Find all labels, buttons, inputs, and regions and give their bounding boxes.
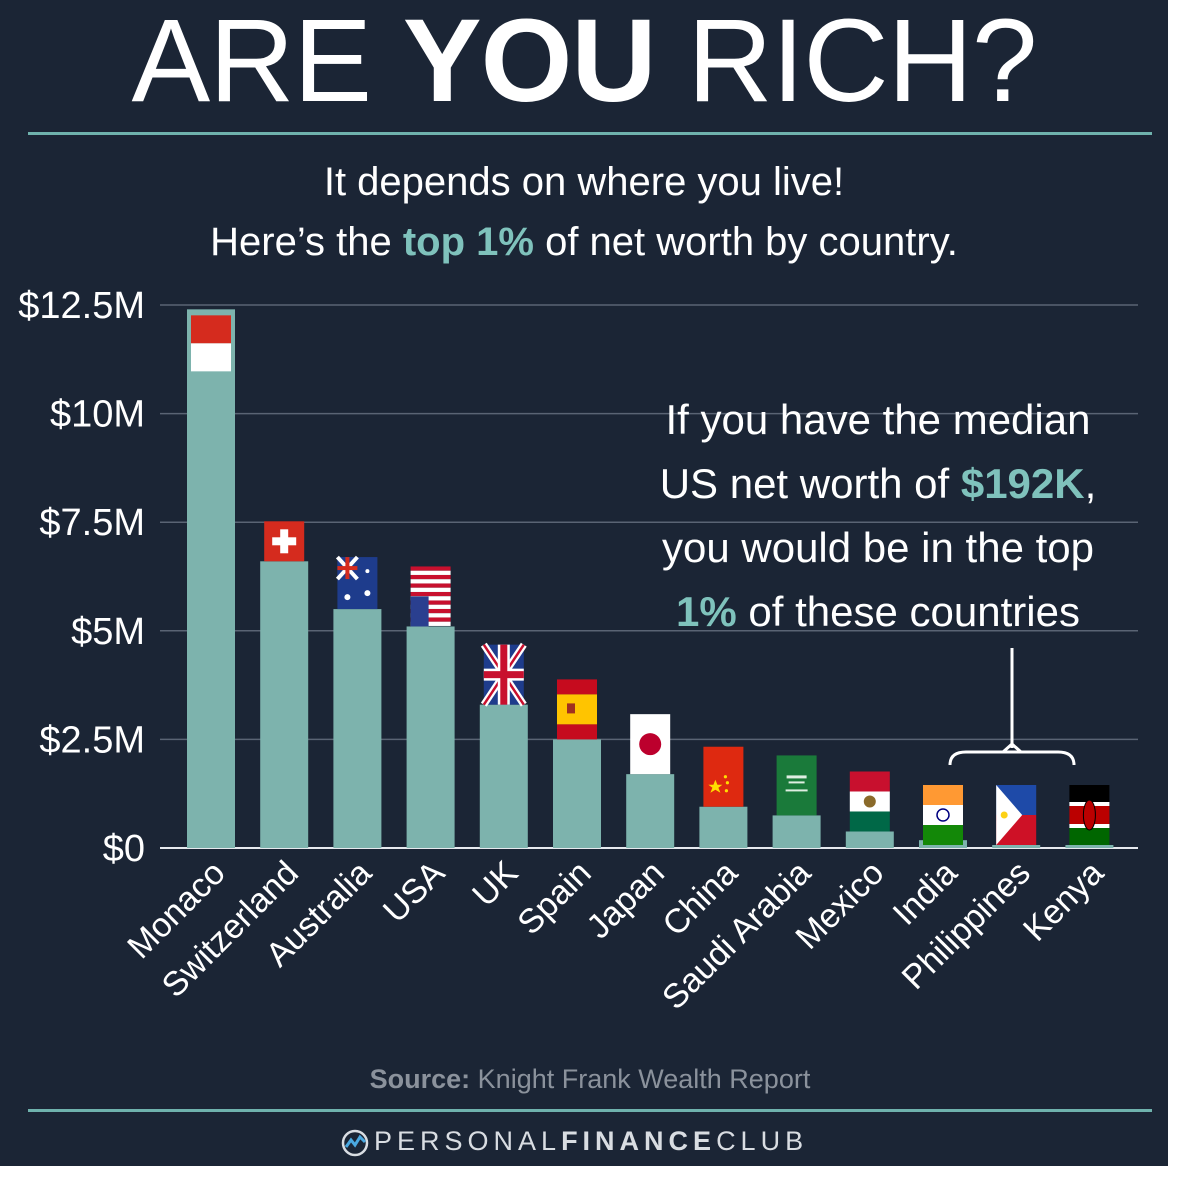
y-tick-label: $0	[103, 828, 145, 870]
title-part-2: YOU	[402, 0, 657, 127]
subtitle-line-2: Here’s the top 1% of net worth by countr…	[0, 212, 1168, 272]
callout-bracket	[948, 648, 1076, 766]
china-flag	[703, 746, 744, 807]
mexico-flag	[849, 771, 890, 832]
subtitle-line-2-prefix: Here’s the	[210, 220, 403, 264]
top-divider	[28, 132, 1152, 135]
subtitle-line-2-accent: top 1%	[402, 220, 534, 264]
callout-line-3: you would be in the top	[662, 524, 1094, 571]
bar-kenya	[1065, 845, 1114, 848]
callout-median-value: $192K	[960, 460, 1085, 507]
callout-line-2-prefix: US net worth of	[659, 460, 961, 507]
bar-australia	[333, 609, 382, 848]
switzerland-flag	[264, 521, 305, 562]
usa-flag	[410, 566, 451, 627]
callout-percent: 1%	[676, 588, 737, 635]
bar-mexico	[845, 831, 894, 848]
x-tick-label: USA	[376, 854, 453, 931]
y-tick-label: $7.5M	[39, 502, 145, 544]
y-tick-label: $2.5M	[39, 719, 145, 761]
callout-line-2-suffix: ,	[1084, 460, 1097, 507]
brand-finance: FINANCE	[561, 1126, 717, 1156]
source-text: Knight Frank Wealth Report	[470, 1064, 811, 1094]
brand-personal: PERSONAL	[374, 1126, 562, 1156]
y-tick-label: $12.5M	[18, 285, 145, 327]
monaco-flag	[191, 315, 231, 372]
bottom-margin	[0, 1166, 1178, 1179]
callout-line-4: 1% of these countries	[618, 580, 1138, 644]
bar-philippines	[992, 845, 1041, 848]
x-tick-label: UK	[465, 854, 525, 914]
brand-logo-text: PERSONALFINANCECLUB	[340, 1122, 840, 1160]
x-tick-label: Japan	[579, 854, 671, 946]
bar-switzerland	[260, 561, 309, 848]
bottom-divider	[28, 1109, 1152, 1112]
bar-saudi-arabia	[772, 815, 821, 848]
source-label: Source:	[369, 1064, 471, 1094]
bar-china	[699, 806, 748, 848]
subtitle-line-1: It depends on where you live!	[323, 160, 845, 204]
subtitle-line-2-suffix: of net worth by country.	[533, 220, 958, 264]
right-margin	[1168, 0, 1178, 1179]
bar-japan	[626, 774, 675, 848]
brand-mark-icon	[341, 1129, 369, 1157]
kenya-flag	[1069, 785, 1110, 845]
brand-club: CLUB	[716, 1126, 809, 1156]
callout-line-4-suffix: of these countries	[736, 588, 1080, 635]
uk-flag	[480, 642, 527, 707]
bar-usa	[406, 626, 455, 848]
subtitle: It depends on where you live! Here’s the…	[0, 152, 1168, 272]
bar-spain	[553, 739, 601, 848]
callout-line-2: US net worth of $192K,	[618, 452, 1138, 516]
japan-flag	[630, 714, 671, 775]
x-tick-label: Spain	[510, 854, 598, 942]
australia-flag	[335, 555, 378, 610]
india-flag	[923, 785, 963, 845]
spain-flag	[557, 679, 597, 740]
title-part-1: ARE	[131, 0, 403, 127]
title-part-3: RICH?	[655, 0, 1037, 127]
y-tick-label: $5M	[71, 611, 145, 653]
saudi-arabia-flag	[776, 755, 817, 816]
x-tick-label: Kenya	[1016, 854, 1111, 949]
y-tick-label: $10M	[50, 394, 145, 436]
source-note: Source: Knight Frank Wealth Report	[0, 1064, 1178, 1095]
bar-monaco	[187, 309, 235, 848]
philippines-flag	[996, 785, 1037, 845]
bar-uk	[479, 704, 528, 848]
page-title: ARE YOU RICH?	[0, 0, 1168, 122]
callout-text: If you have the median US net worth of $…	[618, 388, 1138, 644]
callout-line-1: If you have the median	[665, 396, 1091, 443]
